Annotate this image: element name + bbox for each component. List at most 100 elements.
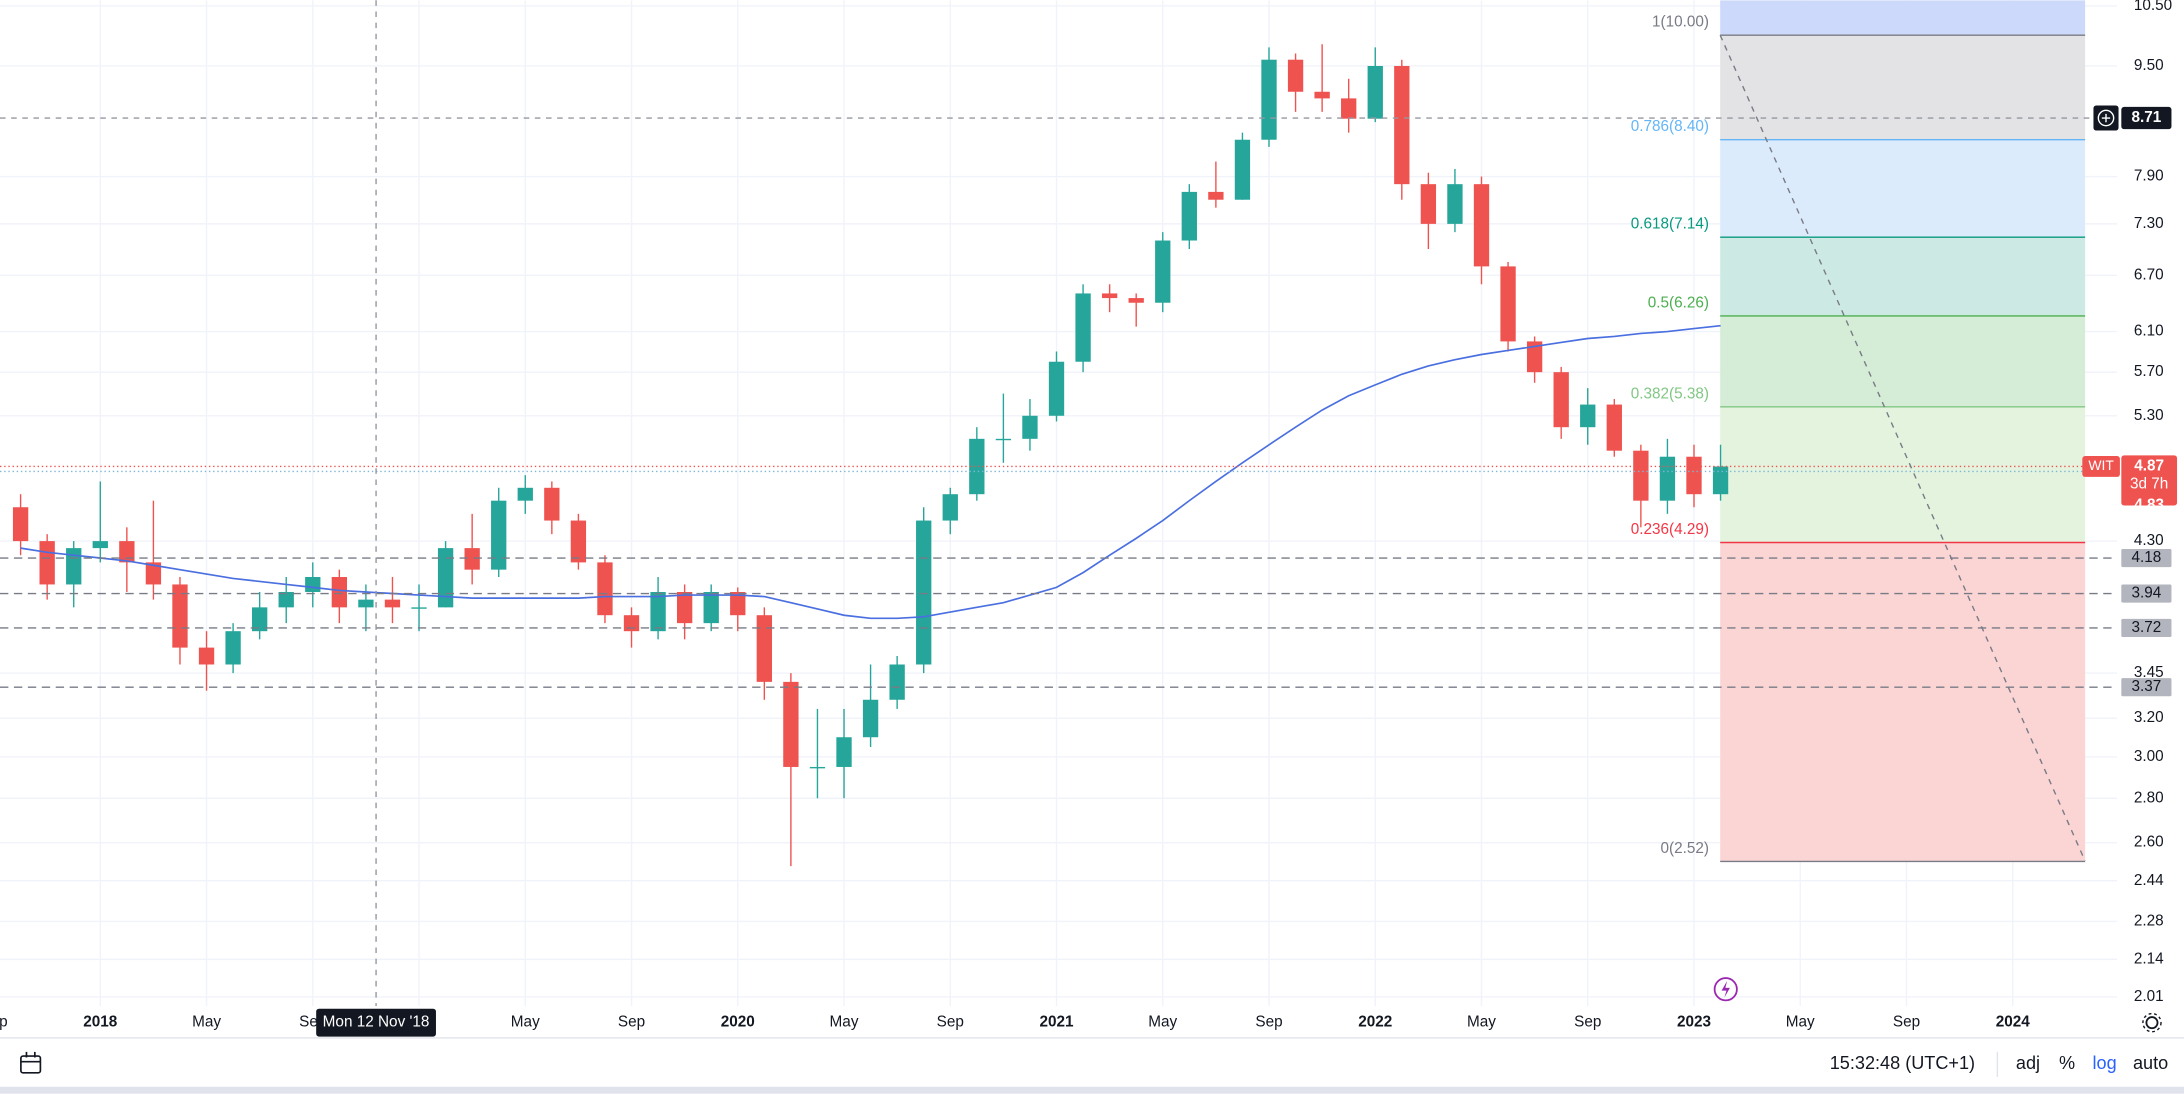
second-price-box bbox=[2121, 494, 2177, 516]
candle-body bbox=[411, 607, 427, 609]
x-tick-label: 2021 bbox=[1039, 1014, 1074, 1031]
fib-label: 0.786(8.40) bbox=[1631, 118, 1709, 135]
candle-body bbox=[1341, 98, 1357, 119]
toolbar-button[interactable]: auto bbox=[2133, 1053, 2168, 1073]
candle-body bbox=[1526, 341, 1543, 373]
last-price: 4.87 bbox=[2134, 458, 2164, 475]
candle-body bbox=[92, 541, 108, 549]
candle-body bbox=[1181, 191, 1197, 241]
candle-body bbox=[119, 541, 135, 563]
fib-label: 0(2.52) bbox=[1661, 840, 1710, 857]
candle-body bbox=[942, 494, 958, 521]
candle-body bbox=[756, 615, 772, 682]
candle-body bbox=[12, 507, 29, 542]
add-alert-plus[interactable] bbox=[2101, 113, 2111, 123]
candle-body bbox=[544, 487, 560, 521]
y-tick-label: 3.45 bbox=[2134, 664, 2164, 681]
candle-body bbox=[969, 438, 985, 495]
candle-body bbox=[1314, 91, 1330, 99]
candle-body bbox=[1394, 65, 1410, 185]
candle-body bbox=[1208, 191, 1224, 200]
fib-zone bbox=[1720, 406, 2086, 543]
candle-body bbox=[437, 548, 454, 608]
price-label-box bbox=[2121, 618, 2172, 638]
candle-body bbox=[1155, 240, 1171, 303]
crosshair-date-label: Mon 12 Nov '18 bbox=[323, 1014, 430, 1031]
x-tick-label: May bbox=[1786, 1014, 1815, 1031]
x-tick-label: Sep bbox=[0, 1014, 8, 1031]
price-label: 4.18 bbox=[2131, 549, 2161, 566]
y-tick-label: 2.14 bbox=[2134, 950, 2164, 967]
candle-body bbox=[464, 548, 480, 570]
candle-body bbox=[1128, 298, 1144, 303]
date-range-icon[interactable] bbox=[20, 1051, 42, 1074]
price-label-box bbox=[2121, 549, 2172, 568]
y-tick-label: 4.30 bbox=[2134, 532, 2164, 549]
candle-body bbox=[570, 520, 587, 563]
crosshair-date: Mon 12 Nov '18 bbox=[316, 1008, 436, 1037]
x-tick-label: Sep bbox=[1255, 1014, 1282, 1031]
y-tick-label: 2.44 bbox=[2134, 872, 2164, 889]
add-alert-icon[interactable] bbox=[2097, 109, 2115, 127]
candle-body bbox=[1022, 415, 1038, 439]
x-tick-label: 2023 bbox=[1677, 1014, 1711, 1031]
moving-average bbox=[20, 324, 1721, 620]
candle-body bbox=[1287, 59, 1304, 92]
fib-zone bbox=[1720, 542, 2086, 862]
x-tick-label: May bbox=[1467, 1014, 1496, 1031]
clock: 15:32:48 (UTC+1) bbox=[1830, 1053, 1975, 1073]
candle-body bbox=[650, 591, 666, 632]
candle-body bbox=[172, 584, 188, 648]
fib-label: 0.5(6.26) bbox=[1648, 295, 1709, 312]
candle-body bbox=[1686, 456, 1702, 495]
countdown: 3d 7h bbox=[2130, 476, 2168, 493]
candle-body bbox=[517, 487, 533, 501]
candle-body bbox=[305, 577, 321, 592]
toolbar: adj% log auto bbox=[2016, 1053, 2168, 1073]
candle-body bbox=[1234, 139, 1251, 200]
toolbar-button[interactable]: adj bbox=[2016, 1053, 2040, 1073]
candle-body bbox=[916, 520, 932, 665]
settings-icon[interactable] bbox=[2142, 1012, 2162, 1033]
toolbar-button[interactable]: log bbox=[2093, 1053, 2117, 1073]
candle-body bbox=[995, 438, 1012, 441]
candle-body bbox=[331, 577, 348, 608]
alert-icon[interactable] bbox=[1713, 977, 1738, 1002]
candle-body bbox=[1606, 404, 1622, 451]
price-label: 3.94 bbox=[2131, 585, 2161, 602]
y-tick-label: 2.01 bbox=[2134, 988, 2164, 1005]
symbol-tag-box bbox=[2082, 456, 2120, 477]
crosshair-date-box bbox=[316, 1008, 436, 1037]
candle-body bbox=[1500, 266, 1516, 342]
candle-body bbox=[1447, 184, 1463, 224]
candle-body bbox=[358, 599, 374, 608]
y-tick-label: 2.28 bbox=[2134, 912, 2164, 929]
fib-zone bbox=[1720, 315, 2086, 407]
x-tick-label: 2020 bbox=[721, 1014, 755, 1031]
candle-body bbox=[1580, 404, 1596, 428]
candle-body bbox=[491, 500, 507, 570]
symbol-tag: WIT bbox=[2088, 457, 2114, 473]
candle-body bbox=[1659, 456, 1676, 501]
fib-zone bbox=[1720, 237, 2086, 316]
price-label: 3.37 bbox=[2131, 678, 2161, 695]
overlay bbox=[0, 117, 2118, 688]
candle-body bbox=[730, 591, 746, 616]
y-tick-label: 5.30 bbox=[2134, 407, 2164, 424]
x-tick-label: 2022 bbox=[1358, 1014, 1392, 1031]
toolbar-button[interactable]: % bbox=[2059, 1053, 2075, 1073]
candle-body bbox=[836, 737, 852, 767]
fib-label: 0.236(4.29) bbox=[1631, 521, 1709, 538]
price-label: 3.72 bbox=[2131, 619, 2161, 636]
y-tick-label: 7.30 bbox=[2134, 215, 2164, 232]
candle-body bbox=[66, 548, 82, 585]
y-tick-label: 6.70 bbox=[2134, 266, 2164, 283]
candle-body bbox=[251, 607, 268, 632]
fib-retracement[interactable]: 1(10.00) 0.786(8.40) 0.618(7.14) 0.5(6.26) 0… bbox=[1631, 0, 2086, 863]
crosshair-price: 8.71 bbox=[2131, 109, 2161, 126]
x-tick-label: 2018 bbox=[83, 1014, 118, 1031]
candle-body bbox=[145, 562, 162, 585]
x-tick-label: May bbox=[511, 1014, 540, 1031]
